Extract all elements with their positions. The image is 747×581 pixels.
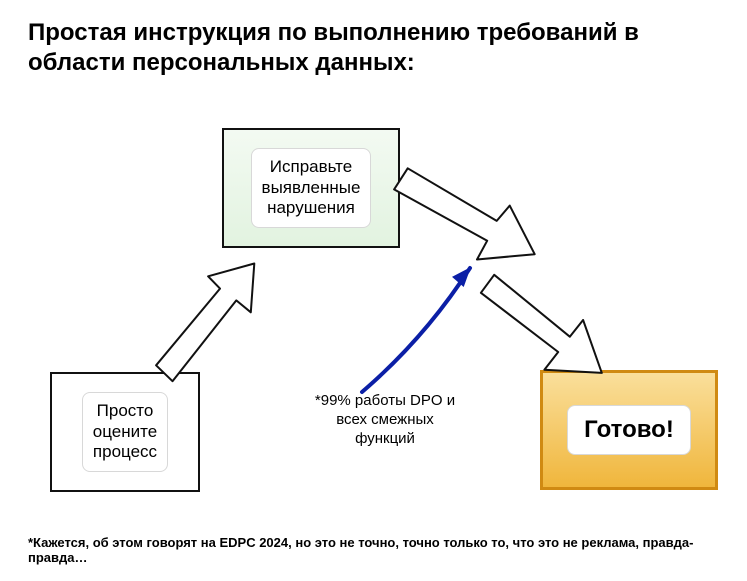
node-fix-label: Исправьтевыявленныенарушения <box>251 148 372 227</box>
arrow-layer <box>0 0 747 581</box>
node-fix: Исправьтевыявленныенарушения <box>222 128 400 248</box>
annotation-text: *99% работы DPO ивсех смежныхфункций <box>290 392 480 448</box>
footnote: *Кажется, об этом говорят на EDPC 2024, … <box>28 535 718 565</box>
node-done: Готово! <box>540 370 718 490</box>
node-done-label: Готово! <box>567 405 691 456</box>
page-title: Простая инструкция по выполнению требова… <box>28 18 708 78</box>
node-start: Простооценитепроцесс <box>50 372 200 492</box>
node-start-label: Простооценитепроцесс <box>82 392 168 471</box>
